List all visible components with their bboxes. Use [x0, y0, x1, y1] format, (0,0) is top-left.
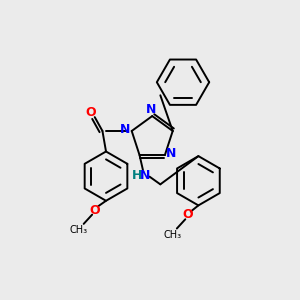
- Text: CH₃: CH₃: [70, 225, 88, 235]
- Text: O: O: [182, 208, 193, 221]
- Text: N: N: [140, 169, 150, 182]
- Text: H: H: [132, 169, 142, 182]
- Text: N: N: [166, 147, 176, 160]
- Text: N: N: [120, 123, 131, 136]
- Text: O: O: [89, 203, 100, 217]
- Text: CH₃: CH₃: [163, 230, 181, 240]
- Text: O: O: [85, 106, 96, 119]
- Text: N: N: [146, 103, 156, 116]
